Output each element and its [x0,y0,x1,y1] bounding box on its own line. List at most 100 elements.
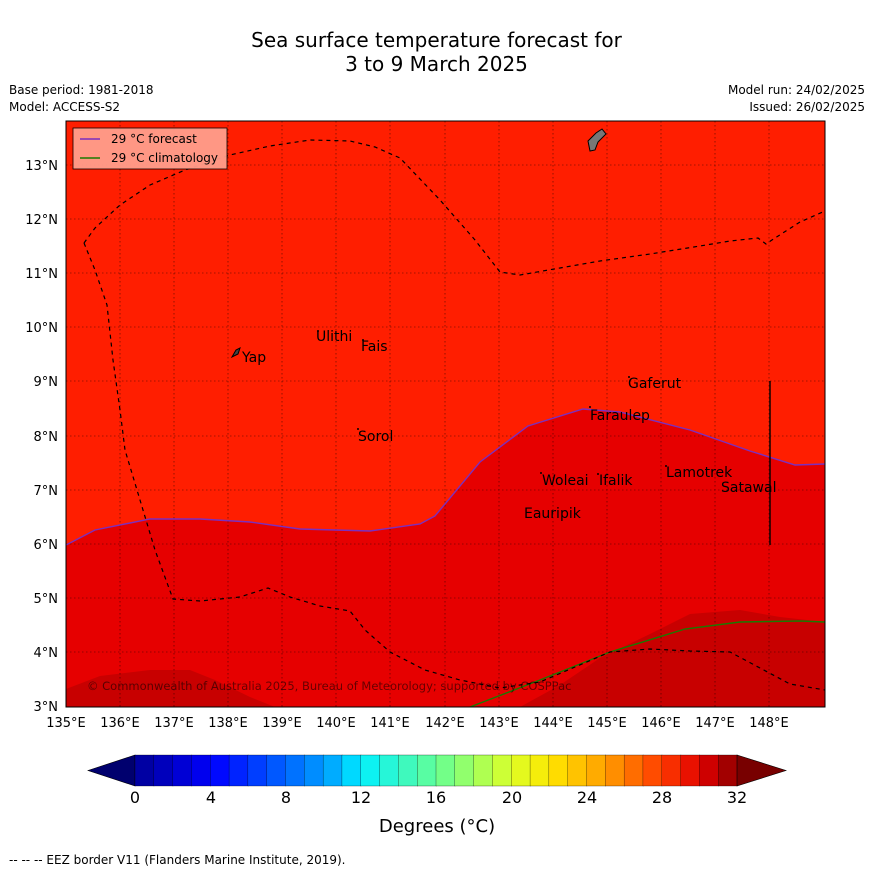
colorbar-tick: 0 [130,788,140,807]
lat-tick: 6°N [34,538,59,553]
colorbar-tick: 32 [727,788,747,807]
lamotrek-island [665,465,667,467]
colorbar-segment [285,754,305,787]
colorbar-segment [134,754,155,787]
sorol-island [357,428,359,430]
legend: 29 °C forecast 29 °C climatology [72,127,228,170]
gridlines [66,121,825,707]
place-satawal: Satawal [721,480,776,496]
sst-band-30-31 [66,670,275,707]
lon-tick: 143°E [479,716,519,731]
colorbar-segment [454,754,475,787]
place-lamotrek: Lamotrek [666,465,733,481]
colorbar-segment [153,754,174,787]
yap-island [230,347,241,359]
model-run: Model run: 24/02/2025 [727,83,865,97]
copyright-watermark: © Commonwealth of Australia 2025, Bureau… [87,679,571,693]
colorbar-segment [699,754,719,787]
colorbar-segment [529,754,550,787]
latitude-axis: 3°N 4°N 5°N 6°N 7°N 8°N 9°N 10°N 11°N 12… [25,159,58,715]
colorbar-tick: 4 [206,788,216,807]
colorbar-tick: 8 [281,788,291,807]
lon-tick: 140°E [316,716,356,731]
place-ulithi: Ulithi [316,329,352,345]
colorbar-segment [680,754,701,787]
lon-tick: 145°E [587,716,627,731]
lon-tick: 144°E [533,716,573,731]
colorbar-ticks: 0 4 8 12 16 20 24 28 32 [130,788,747,807]
ulithi-island [317,330,319,332]
title-line-1: Sea surface temperature forecast for [251,28,622,52]
lon-tick: 136°E [100,716,140,731]
lat-tick: 10°N [25,321,58,336]
lon-tick: 146°E [641,716,681,731]
title-line-2: 3 to 9 March 2025 [345,52,528,76]
lon-tick: 137°E [154,716,194,731]
colorbar-segment [511,754,531,787]
base-period: Base period: 1981-2018 [9,83,154,97]
colorbar-segment [492,754,512,787]
lat-tick: 5°N [34,592,59,607]
place-eauripik: Eauripik [524,506,582,522]
colorbar-segment [304,754,324,787]
colorbar-segment [548,754,569,787]
gaferut-island [628,376,630,378]
colorbar-segment [341,754,362,787]
lon-tick: 147°E [695,716,735,731]
colorbar-segment [605,754,625,787]
lat-tick: 4°N [34,646,59,661]
colorbar-segment [586,754,606,787]
colorbar-segment [228,754,249,787]
lon-tick: 139°E [262,716,302,731]
lat-tick: 12°N [25,213,58,228]
colorbar-segment [322,754,343,787]
place-fais: Fais [361,339,388,355]
map-title: Sea surface temperature forecast for 3 t… [0,28,873,76]
model-name: Model: ACCESS-S2 [9,100,121,114]
colorbar-tick: 24 [577,788,597,807]
colorbar-segment [567,754,588,787]
lon-tick: 142°E [425,716,465,731]
woleai-island [540,472,542,474]
colorbar-segment [417,754,437,787]
colorbar-segment [266,754,287,787]
lat-tick: 7°N [34,484,59,499]
colorbar-segment [172,754,193,787]
colorbar-max-extension [736,754,787,787]
map-canvas: Ulithi Fais Yap Gaferut Faraulep Sorol W… [66,121,825,707]
meta-left: Base period: 1981-2018 Model: ACCESS-S2 [9,82,154,116]
colorbar-segment [661,754,682,787]
colorbar-segment [191,754,211,787]
colorbar-segment [210,754,230,787]
ifalik-island [597,473,599,475]
colorbar-tick: 16 [426,788,446,807]
climatology-29c-contour [469,620,825,707]
lat-tick: 11°N [25,267,58,282]
longitude-axis: 135°E 136°E 137°E 138°E 139°E 140°E 141°… [46,716,789,731]
map-frame [65,120,826,708]
lat-tick: 13°N [25,159,58,174]
colorbar-segment [623,754,644,787]
place-ifalik: Ifalik [599,473,633,489]
lon-tick: 148°E [749,716,789,731]
sst-band-29-30 [66,409,825,707]
lon-tick: 135°E [46,716,86,731]
colorbar-tick: 20 [502,788,522,807]
colorbar-segment [718,754,738,787]
eez-footnote: -- -- -- EEZ border V11 (Flanders Marine… [9,853,346,867]
lat-tick: 3°N [34,700,59,715]
place-sorol: Sorol [358,429,393,445]
lat-tick: 8°N [34,430,59,445]
lon-tick: 141°E [370,716,410,731]
colorbar-segment [642,754,663,787]
colorbar-tick: 12 [351,788,371,807]
colorbar-segment [379,754,400,787]
fais-island [362,339,364,341]
colorbar-segment [360,754,381,787]
legend-forecast-label: 29 °C forecast [111,132,197,146]
sst-band-30-31-east [520,610,825,707]
colorbar-segment [398,754,418,787]
guam-island [587,128,607,152]
lon-tick: 138°E [208,716,248,731]
colorbar-tick: 28 [652,788,672,807]
